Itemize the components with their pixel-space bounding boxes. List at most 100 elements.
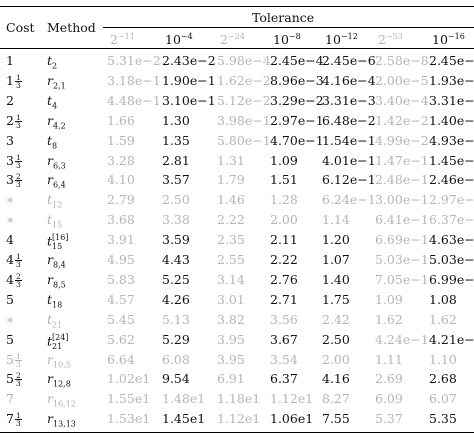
value-cell: 5.62 — [107, 331, 135, 347]
method-cell: r8,5 — [47, 271, 66, 290]
value-cell: 2.35 — [217, 232, 245, 248]
value-cell: 2.76 — [270, 271, 298, 287]
cost-cell: 7 — [6, 391, 14, 407]
value-cell: 3.59 — [162, 232, 190, 248]
value-cell: 2.00e−5 — [375, 72, 429, 88]
value-cell: 1.09 — [270, 152, 298, 168]
value-cell: 1.10 — [429, 351, 457, 367]
value-cell: 2.48e−1 — [375, 172, 429, 188]
tolerance-col-header: 2−53 — [378, 31, 403, 47]
value-cell: 6.24e−1 — [322, 192, 376, 208]
cost-cell: 4 — [6, 232, 14, 248]
value-cell: 5.31e−2 — [107, 53, 161, 68]
value-cell: 6.37 — [270, 371, 298, 387]
value-cell: 3.56 — [270, 311, 298, 327]
value-cell: 7.55 — [322, 411, 350, 427]
value-cell: 3.82 — [217, 311, 245, 327]
method-cell: t21 — [47, 311, 63, 330]
value-cell: 1.45e1 — [162, 411, 206, 427]
method-cell: t15 — [47, 212, 63, 230]
tolerance-col-header: 2−24 — [220, 31, 245, 47]
method-cell: r13,13 — [47, 411, 76, 429]
value-cell: 1.79 — [217, 172, 245, 188]
value-cell: 3.67 — [270, 331, 298, 347]
value-cell: 2.42 — [322, 311, 350, 327]
value-cell: 8.27 — [322, 391, 350, 407]
tolerance-col-header: 10−4 — [165, 31, 193, 47]
method-cell: t18 — [47, 291, 63, 310]
value-cell: 6.09 — [375, 391, 403, 407]
value-cell: 2.22 — [217, 212, 245, 228]
value-cell: 3.91 — [107, 232, 135, 248]
value-cell: 1.66 — [107, 112, 135, 128]
value-cell: 1.12e1 — [270, 391, 314, 407]
value-cell: 2.69 — [375, 371, 403, 387]
value-cell: 2.00 — [270, 212, 298, 228]
cost-cell: ∗ — [6, 212, 15, 228]
value-cell: 6.69e−1 — [375, 232, 429, 248]
value-cell: 5.03e−1 — [375, 252, 429, 267]
value-cell: 6.48e−2 — [322, 112, 376, 128]
value-cell: 3.28 — [107, 152, 135, 168]
value-cell: 1.06e1 — [270, 411, 314, 427]
value-cell: 5.45 — [107, 311, 135, 327]
value-cell: 1.07 — [322, 252, 350, 267]
cost-cell: 5 — [6, 331, 14, 347]
value-cell: 6.99e−1 — [429, 271, 474, 287]
tolerance-col-header: 10−12 — [325, 31, 358, 47]
value-cell: 3.57 — [162, 172, 190, 188]
method-cell: r12,8 — [47, 371, 71, 389]
cost-cell: 2 — [6, 92, 14, 108]
cost-cell: ∗ — [6, 192, 15, 208]
method-cell: r6,3 — [47, 152, 66, 170]
value-cell: 2.50 — [162, 192, 190, 208]
value-cell: 3.01 — [217, 291, 245, 307]
value-cell: 2.22 — [270, 252, 298, 267]
value-cell: 4.57 — [107, 291, 135, 307]
value-cell: 6.91 — [217, 371, 245, 387]
value-cell: 6.37e−1 — [429, 212, 474, 228]
value-cell: 1.12e1 — [217, 411, 261, 427]
value-cell: 5.03e−1 — [429, 252, 474, 267]
top-rule — [0, 6, 474, 8]
value-cell: 5.37 — [375, 411, 403, 427]
bottom-rule — [0, 432, 474, 434]
value-cell: 3.14 — [217, 271, 245, 287]
value-cell: 2.43e−2 — [162, 53, 216, 68]
value-cell: 2.71 — [270, 291, 298, 307]
value-cell: 4.63e−1 — [429, 232, 474, 248]
value-cell: 4.16e−4 — [322, 72, 376, 88]
method-cell: t [24] 21 — [47, 332, 69, 351]
value-cell: 4.16 — [322, 371, 350, 387]
value-cell: 3.40e−4 — [375, 92, 429, 108]
value-cell: 1.31 — [217, 152, 245, 168]
value-cell: 5.13 — [162, 311, 190, 327]
value-cell: 1.47e−1 — [375, 152, 429, 168]
value-cell: 2.45e−6 — [322, 53, 376, 68]
value-cell: 1.18e1 — [217, 391, 261, 407]
value-cell: 1.28 — [270, 192, 298, 208]
value-cell: 4.93e−2 — [429, 132, 474, 148]
value-cell: 1.20 — [322, 232, 350, 248]
value-cell: 4.99e−2 — [375, 132, 429, 148]
value-cell: 4.10 — [107, 172, 135, 188]
value-cell: 8.96e−3 — [270, 72, 324, 88]
value-cell: 2.46e−1 — [429, 172, 474, 188]
method-cell: r8,4 — [47, 252, 66, 270]
value-cell: 1.09 — [375, 291, 403, 307]
value-cell: 1.45e−1 — [429, 152, 474, 168]
value-cell: 1.90e−1 — [162, 72, 216, 88]
value-cell: 1.02e1 — [107, 371, 151, 387]
value-cell: 6.07 — [429, 391, 457, 407]
value-cell: 6.08 — [162, 351, 190, 367]
method-cell: t [16] 15 — [47, 233, 69, 252]
value-cell: 1.35 — [162, 132, 190, 148]
value-cell: 9.54 — [162, 371, 190, 387]
value-cell: 2.68 — [429, 371, 457, 387]
value-cell: 1.11 — [375, 351, 403, 367]
value-cell: 5.98e−4 — [217, 53, 271, 68]
value-cell: 5.12e−2 — [217, 92, 271, 108]
method-cell: r4,2 — [47, 112, 66, 131]
